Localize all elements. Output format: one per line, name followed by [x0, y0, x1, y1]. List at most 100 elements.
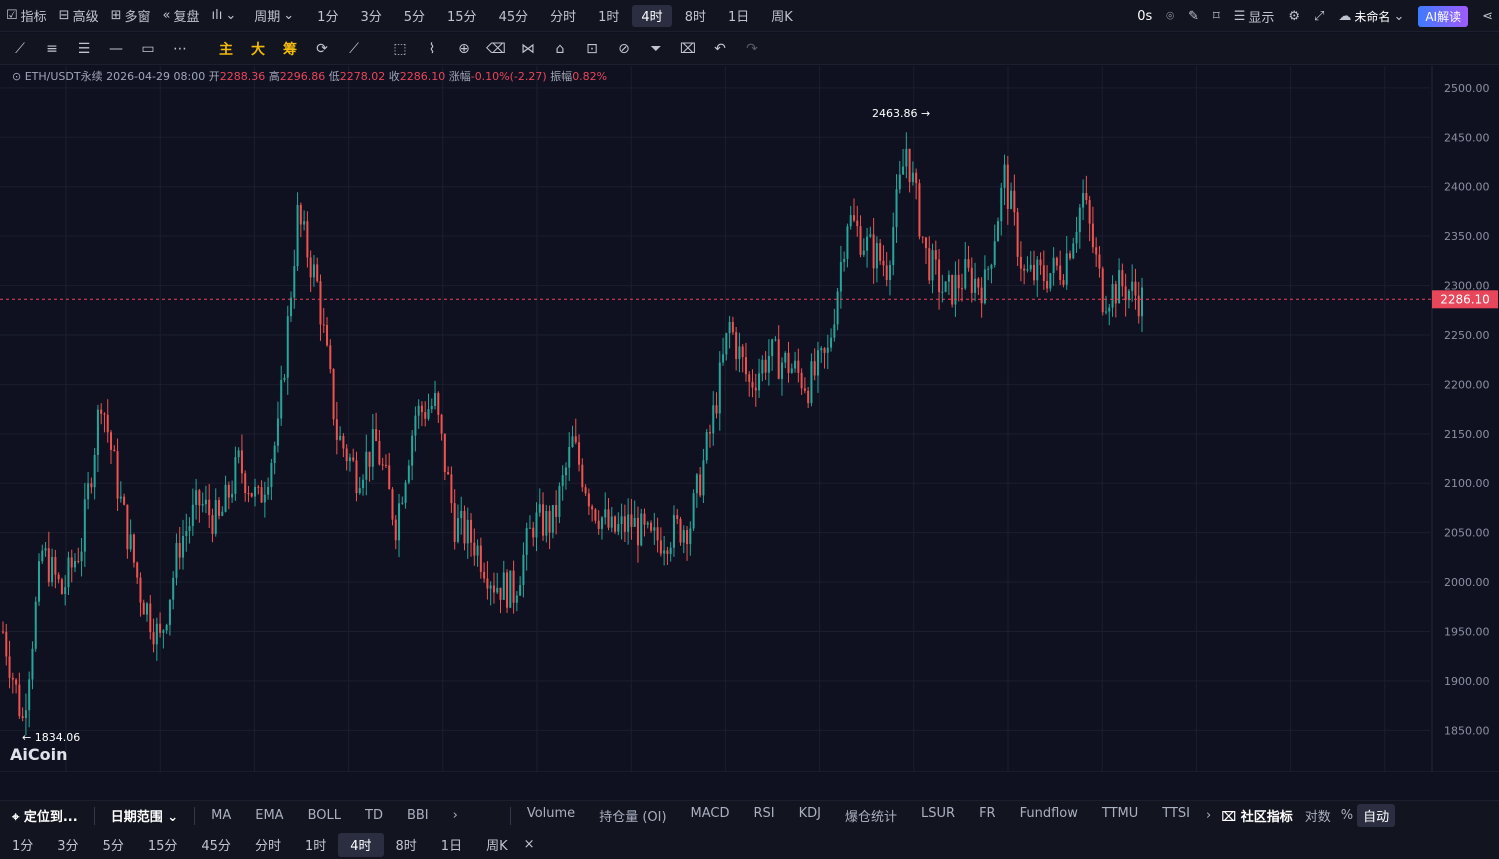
period-tab[interactable]: 3分 [360, 10, 382, 25]
template-icon[interactable]: ⊡ [586, 40, 598, 57]
zoom-icon[interactable]: ⊕ [458, 40, 470, 57]
quick-period-tab[interactable]: 5分 [102, 839, 124, 854]
share-icon[interactable]: ⋖ [1482, 8, 1493, 24]
candle-body [692, 493, 695, 529]
auto-scale-button[interactable]: 自动 [1357, 804, 1396, 827]
main-indicator-item[interactable]: BBI [406, 808, 429, 823]
sub-indicator-item[interactable]: MACD [690, 806, 730, 821]
period-tab[interactable]: 1时 [598, 10, 620, 25]
cloud-layout-button[interactable]: ☁ 未命名 ⌄ [1338, 8, 1405, 24]
bookmark-icon[interactable]: ⌑ [1213, 8, 1220, 24]
candle-body [522, 554, 525, 586]
chart-type-button[interactable]: ılı ⌄ [206, 5, 243, 27]
candle-body [895, 189, 898, 228]
trendline-icon[interactable]: ⟋ [15, 40, 25, 57]
advanced-button[interactable]: ⊟ 高级 [58, 8, 99, 25]
filter-icon[interactable]: ⏷ [650, 40, 662, 57]
parallel-lines-icon[interactable]: ≡ [46, 40, 58, 57]
chip-button[interactable]: 筹 [283, 41, 297, 58]
candle-body [473, 542, 476, 556]
link-icon[interactable]: ⊘ [618, 40, 630, 57]
multiwindow-button[interactable]: ⊞ 多窗 [110, 8, 151, 25]
period-tab[interactable]: 周K [771, 10, 793, 25]
candle-body [93, 454, 96, 488]
chevron-right-icon[interactable]: › [1206, 808, 1212, 823]
trash-icon[interactable]: ⌧ [679, 40, 697, 57]
quick-period-tab[interactable]: 1日 [440, 839, 463, 854]
main-chart-button[interactable]: 主 [219, 41, 233, 58]
main-indicator-item[interactable]: TD [365, 808, 383, 823]
main-indicator-item[interactable]: MA [211, 808, 232, 823]
locate-button[interactable]: ⌖ 定位到... [12, 810, 78, 825]
settings-icon[interactable]: ⚙ [1288, 8, 1301, 24]
big-order-button[interactable]: 大 [251, 41, 265, 58]
magnet-icon[interactable]: ⋈ [521, 40, 535, 57]
period-tab[interactable]: 1日 [727, 10, 750, 25]
candle-body [401, 502, 404, 504]
lock-icon[interactable]: ⌂ [555, 40, 565, 57]
candle-body [722, 354, 725, 363]
ai-interpret-button[interactable]: AI解读 [1412, 5, 1474, 27]
sub-indicator-item[interactable]: Volume [526, 806, 576, 821]
quick-period-tab[interactable]: 8时 [395, 839, 417, 854]
quick-period-tab[interactable]: 1时 [304, 839, 327, 854]
display-button[interactable]: ☰ 显示 [1233, 8, 1275, 26]
community-indicators-button[interactable]: ⌧ 社区指标 [1221, 810, 1293, 825]
fullscreen-icon[interactable]: ⤢ [1314, 8, 1325, 24]
period-tab[interactable]: 4时 [632, 4, 672, 27]
period-tab[interactable]: 1分 [317, 10, 339, 25]
quick-period-tab[interactable]: 45分 [201, 839, 231, 854]
collapse-icon[interactable]: ⊙ [12, 70, 22, 83]
sub-indicator-item[interactable]: TTMU [1101, 806, 1139, 821]
candlestick-chart[interactable]: 2500.00 2450.00 2400.00 2350.00 2300.00 2250.… [0, 66, 1499, 772]
quick-period-tab[interactable]: 分时 [254, 839, 281, 854]
period-tab[interactable]: 8时 [684, 10, 706, 25]
pencil-icon[interactable]: ✎ [1188, 8, 1200, 24]
log-scale-button[interactable]: 对数 [1304, 810, 1331, 825]
close-icon[interactable]: × [523, 837, 535, 852]
sub-indicator-item[interactable]: FR [979, 806, 996, 821]
period-tab[interactable]: 15分 [447, 10, 477, 25]
sub-indicator-item[interactable]: TTSI [1162, 806, 1190, 821]
candle-body [633, 517, 636, 527]
sub-indicator-item[interactable]: 爆仓统计 [845, 810, 898, 825]
quick-period-tab[interactable]: 1分 [12, 839, 34, 854]
quick-period-tab[interactable]: 3分 [57, 839, 79, 854]
candle-body [1023, 268, 1026, 271]
sub-indicator-item[interactable]: Fundflow [1019, 806, 1078, 821]
date-range-button[interactable]: 日期范围 ⌄ [110, 810, 179, 825]
percent-scale-button[interactable]: % [1340, 808, 1354, 823]
redo-icon[interactable]: ↷ [746, 40, 758, 57]
main-indicator-item[interactable]: EMA [255, 808, 284, 823]
sub-indicator-item[interactable]: RSI [753, 806, 775, 821]
more-tools-icon[interactable]: ⋯ [173, 40, 187, 57]
undo-icon[interactable]: ↶ [714, 40, 726, 57]
candle-body [41, 550, 44, 562]
chevron-right-icon[interactable]: › [452, 808, 458, 823]
refresh-icon[interactable]: ⟳ [316, 40, 328, 57]
horizontal-lines-icon[interactable]: ☰ [77, 40, 91, 57]
quick-period-tab[interactable]: 4时 [338, 832, 384, 857]
rectangle-icon[interactable]: ▭ [141, 40, 155, 57]
candle-body [316, 264, 319, 282]
sub-indicator-item[interactable]: KDJ [798, 806, 821, 821]
eraser-icon[interactable]: ⌫ [486, 40, 506, 57]
quick-period-tab[interactable]: 周K [486, 839, 508, 854]
y-tick-label: 2150.00 [1444, 428, 1490, 441]
select-icon[interactable]: ⬚ [393, 40, 407, 57]
period-tab[interactable]: 分时 [550, 10, 577, 25]
candle-body [453, 503, 456, 542]
sub-indicator-item[interactable]: LSUR [921, 806, 956, 821]
period-dropdown[interactable]: 周期 ⌄ [254, 8, 295, 25]
main-indicator-item[interactable]: BOLL [307, 808, 341, 823]
sub-indicator-item[interactable]: 持仓量 (OI) [599, 810, 667, 825]
camera-icon[interactable]: ⌾ [1166, 8, 1175, 24]
indicator-button[interactable]: ☑ 指标 [6, 8, 47, 25]
brush-icon[interactable]: ⟋ [349, 40, 359, 57]
ruler-icon[interactable]: ⌇ [428, 40, 436, 57]
period-tab[interactable]: 45分 [498, 10, 529, 25]
replay-button[interactable]: «复盘 [162, 8, 200, 25]
period-tab[interactable]: 5分 [403, 10, 426, 25]
quick-period-tab[interactable]: 15分 [147, 839, 178, 854]
horizontal-line-icon[interactable]: — [109, 40, 123, 57]
